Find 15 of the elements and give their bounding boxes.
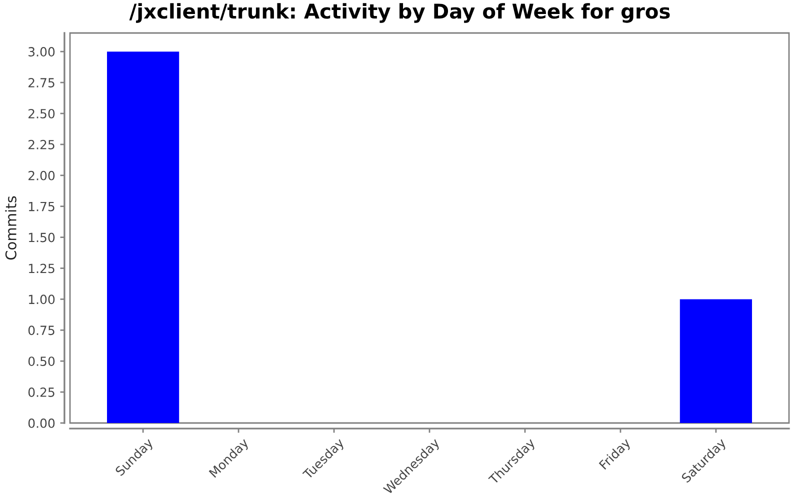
y-tick-label: 2.75 — [28, 78, 54, 88]
y-tick-label: 0.25 — [28, 388, 54, 397]
y-tick-label: 0.75 — [28, 326, 54, 336]
y-tick-label: 1.50 — [28, 232, 55, 242]
y-tick-label: 2.25 — [28, 140, 54, 150]
y-tick-label: 2.00 — [28, 170, 55, 180]
y-tick-label: 0.00 — [28, 418, 55, 428]
y-tick-label: 0.50 — [28, 356, 55, 366]
y-tick-label: 1.00 — [28, 294, 55, 304]
y-axis-title: Commits — [5, 196, 16, 260]
y-tick-label: 1.75 — [28, 202, 54, 212]
y-tick-label: 3.00 — [28, 47, 55, 56]
y-tick-label: 1.25 — [28, 264, 54, 274]
y-tick-label: 2.50 — [28, 108, 55, 118]
chart-title: /jxclient/trunk: Activity by Day of Week for gros — [129, 3, 670, 23]
